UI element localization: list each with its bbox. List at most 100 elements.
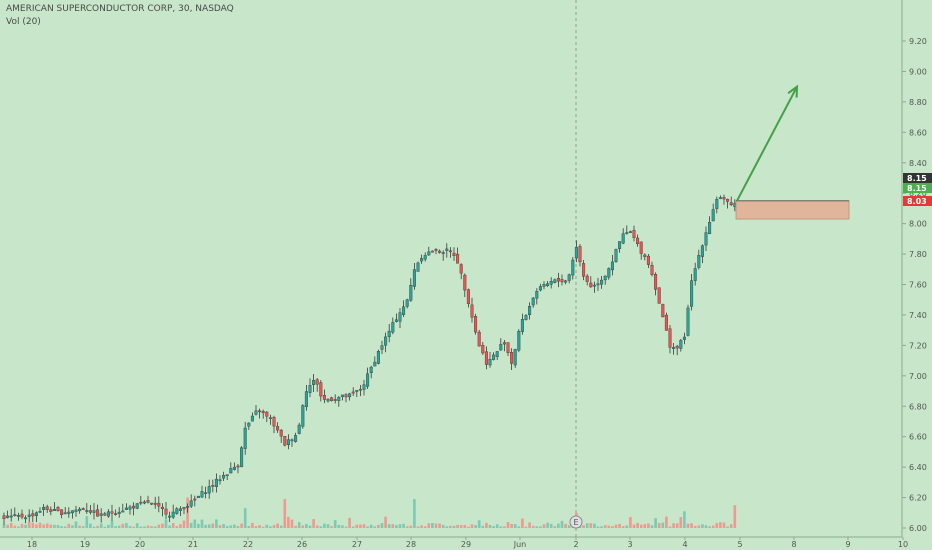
volume-bar — [78, 525, 81, 528]
candle-body — [153, 502, 157, 505]
candle-body — [589, 282, 593, 288]
price-tag — [903, 173, 932, 183]
volume-bar — [135, 523, 139, 528]
candle-body — [286, 439, 290, 446]
candle-body — [171, 511, 175, 518]
candle-body — [664, 314, 668, 331]
price-tag-label: 8.15 — [907, 174, 927, 183]
candle-body — [193, 498, 197, 501]
candle-body — [121, 510, 125, 513]
volume-bar — [2, 524, 6, 528]
candle-body — [668, 328, 672, 348]
volume-bar — [121, 523, 125, 528]
candle-body — [214, 478, 218, 488]
candle-body — [319, 382, 323, 397]
volume-bar — [186, 497, 189, 528]
candle-body — [276, 426, 280, 431]
candle-body — [351, 391, 355, 394]
volume-bar — [17, 526, 20, 528]
candle-body — [114, 513, 118, 515]
time-tick-label: 20 — [135, 540, 145, 549]
candle-body — [157, 502, 161, 507]
volume-bar — [449, 525, 452, 528]
candle-body — [322, 395, 326, 400]
candle-body — [592, 284, 596, 287]
time-tick-label: 9 — [845, 540, 850, 549]
volume-bar — [643, 524, 647, 528]
price-tick-label: 6.60 — [909, 433, 927, 442]
candle-body — [700, 245, 704, 257]
candle-body — [211, 485, 215, 487]
volume-bar — [467, 526, 470, 528]
volume-bar — [38, 522, 42, 528]
candle-body — [715, 199, 719, 209]
time-tick-label: 3 — [627, 540, 632, 549]
candle-body — [168, 515, 172, 518]
candle-body — [207, 486, 211, 494]
volume-bar — [546, 522, 549, 528]
candle-body — [56, 507, 60, 511]
volume-bar — [377, 524, 380, 528]
volume-bar — [452, 525, 456, 528]
volume-bar — [657, 523, 661, 528]
candle-body — [366, 373, 370, 387]
volume-bar — [499, 526, 503, 528]
candle-body — [88, 510, 92, 513]
candle-body — [2, 515, 6, 519]
candle-body — [258, 410, 262, 413]
volume-bar — [535, 526, 539, 528]
volume-bar — [99, 523, 103, 528]
candle-body — [38, 511, 42, 513]
volume-bar — [618, 523, 621, 528]
volume-bar — [164, 519, 168, 528]
volume-indicator-label[interactable]: Vol (20) — [6, 17, 41, 27]
volume-bar — [27, 521, 31, 528]
volume-bar — [582, 525, 585, 528]
volume-bar — [539, 526, 542, 528]
candle-body — [42, 507, 46, 511]
volume-bar — [528, 522, 531, 528]
candle-body — [614, 248, 618, 262]
candle-body — [160, 506, 164, 510]
volume-bar — [629, 517, 632, 528]
volume-bar — [665, 516, 668, 528]
volume-bar — [161, 523, 164, 528]
volume-bar — [521, 518, 524, 528]
volume-bar — [683, 511, 686, 528]
candle-body — [85, 510, 89, 512]
price-tick-label: 9.20 — [909, 37, 927, 46]
volume-bar — [395, 525, 398, 528]
volume-bar — [243, 508, 247, 528]
time-tick-label: 8 — [791, 540, 796, 549]
volume-bar — [157, 524, 161, 528]
earnings-marker-label: E — [573, 518, 578, 527]
volume-bar — [362, 524, 366, 528]
candle-body — [164, 508, 168, 515]
candle-body — [524, 315, 528, 320]
time-tick-label: 18 — [27, 540, 37, 549]
projection-arrow-head — [787, 84, 799, 98]
volume-bar — [402, 523, 405, 528]
volume-bar — [456, 524, 459, 528]
volume-bar — [215, 519, 218, 528]
volume-bar — [409, 525, 413, 528]
candle-body — [729, 202, 733, 206]
candle-body — [510, 352, 514, 364]
volume-bar — [143, 526, 146, 528]
volume-bar — [607, 525, 611, 528]
volume-bar — [621, 526, 625, 528]
volume-bar — [542, 524, 546, 528]
candle-body — [182, 507, 186, 510]
volume-bar — [636, 522, 639, 528]
price-tick-label: 6.40 — [909, 463, 927, 472]
time-tick-label: 5 — [737, 540, 742, 549]
candle-body — [495, 351, 499, 357]
volume-bar — [229, 525, 233, 528]
price-tick-label: 8.40 — [909, 159, 927, 168]
volume-bar — [269, 526, 272, 528]
candle-body — [110, 511, 114, 514]
candle-body — [556, 278, 560, 282]
candle-body — [488, 359, 492, 366]
candle-body — [726, 198, 730, 202]
